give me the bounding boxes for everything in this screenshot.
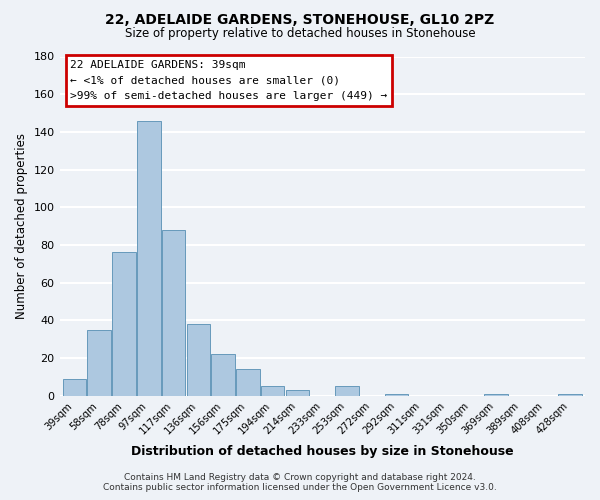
Bar (112, 252, 136, 396)
Y-axis label: Number of detached properties: Number of detached properties (15, 133, 28, 319)
Text: Contains HM Land Registry data © Crown copyright and database right 2024.
Contai: Contains HM Land Registry data © Crown c… (103, 473, 497, 492)
Text: 22 ADELAIDE GARDENS: 39sqm
← <1% of detached houses are smaller (0)
>99% of semi: 22 ADELAIDE GARDENS: 39sqm ← <1% of deta… (70, 60, 388, 101)
Bar (88, 330, 111, 396)
Bar (236, 370, 260, 396)
Bar (484, 394, 508, 396)
Bar (62, 378, 86, 396)
Bar (211, 354, 235, 396)
X-axis label: Distribution of detached houses by size in Stonehouse: Distribution of detached houses by size … (131, 444, 514, 458)
Bar (162, 230, 185, 396)
Bar (335, 386, 359, 396)
Bar (559, 394, 582, 396)
Text: Size of property relative to detached houses in Stonehouse: Size of property relative to detached ho… (125, 28, 475, 40)
Bar (187, 324, 210, 396)
Bar (261, 386, 284, 396)
Bar (385, 394, 409, 396)
Text: 22, ADELAIDE GARDENS, STONEHOUSE, GL10 2PZ: 22, ADELAIDE GARDENS, STONEHOUSE, GL10 2… (106, 12, 494, 26)
Bar (286, 390, 309, 396)
Bar (137, 120, 161, 396)
